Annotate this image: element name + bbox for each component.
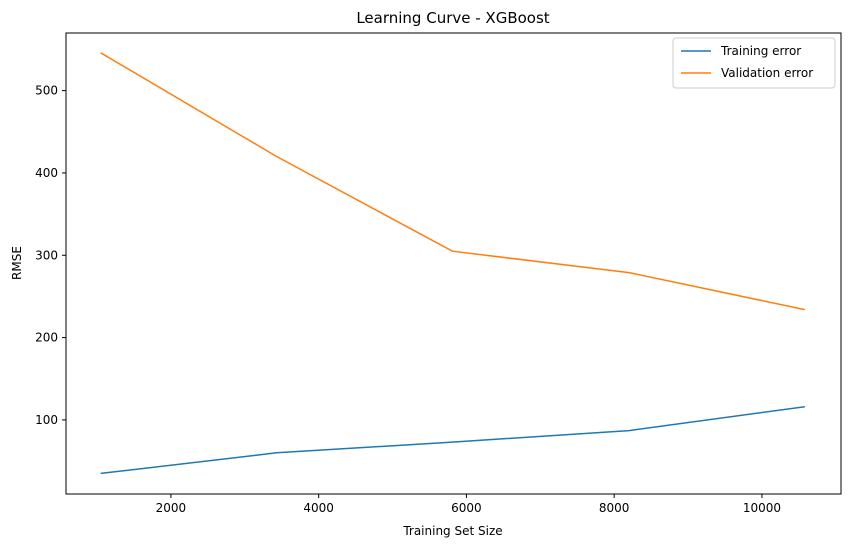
- legend-frame: [672, 37, 836, 89]
- y-tick-label: 300: [35, 248, 58, 262]
- x-axis-label: Training Set Size: [402, 524, 502, 538]
- x-axis-ticks: 2000 4000 6000 8000 10000: [156, 494, 781, 515]
- plot-area: [65, 32, 842, 495]
- y-tick-label: 500: [35, 84, 58, 98]
- y-axis-ticks: 100 200 300 400 500: [35, 84, 66, 427]
- y-tick-label: 400: [35, 166, 58, 180]
- x-tick-label: 2000: [156, 501, 187, 515]
- series-lines: [100, 52, 805, 475]
- y-tick-label: 200: [35, 331, 58, 345]
- series-line: [100, 405, 805, 475]
- x-tick-label: 6000: [451, 501, 482, 515]
- y-axis-label: RMSE: [10, 246, 24, 280]
- legend-label: Training error: [720, 44, 801, 58]
- x-tick-label: 8000: [599, 501, 630, 515]
- chart-title: Learning Curve - XGBoost: [356, 9, 549, 27]
- legend-label: Validation error: [721, 66, 813, 80]
- x-tick-label: 4000: [303, 501, 334, 515]
- x-tick-label: 10000: [743, 501, 781, 515]
- legend: Training error Validation error: [672, 37, 836, 89]
- y-tick-label: 100: [35, 413, 58, 427]
- series-line: [100, 52, 805, 311]
